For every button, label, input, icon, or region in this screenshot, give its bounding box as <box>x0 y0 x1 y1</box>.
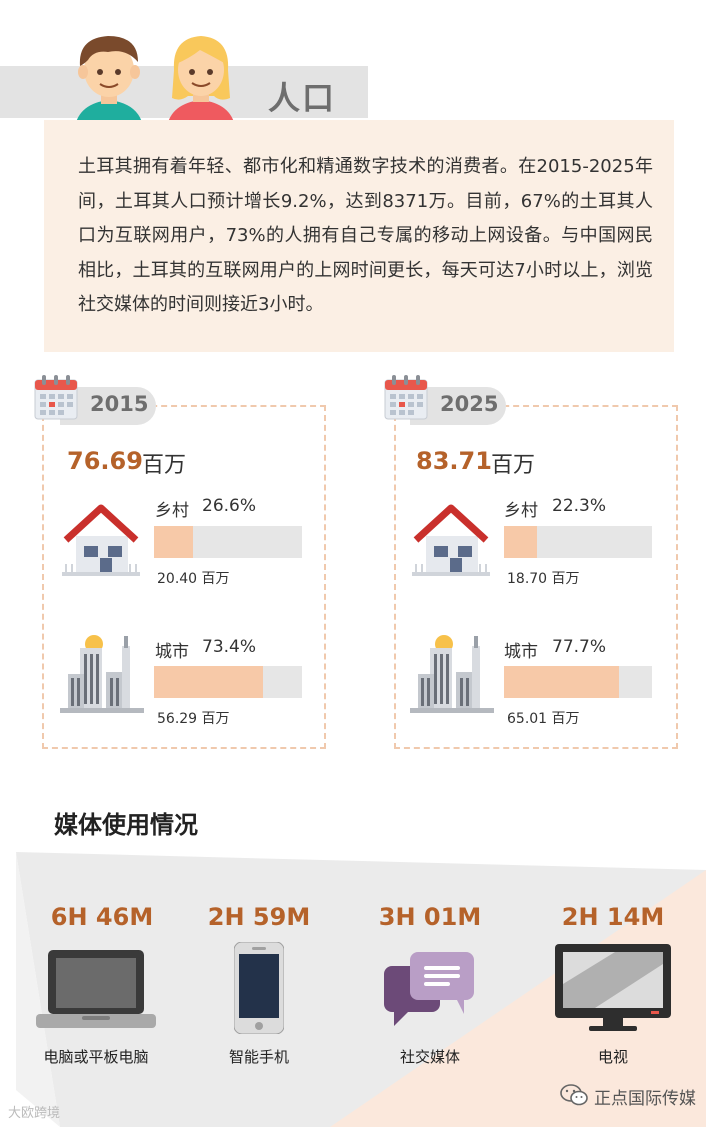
laptop-icon <box>36 950 156 1028</box>
year-label-2025: 2025 <box>440 392 499 416</box>
smartphone-icon <box>234 942 284 1034</box>
media-label-tv: 电视 <box>597 1048 628 1066</box>
rural-bar-fill-2025 <box>504 526 537 558</box>
year-card-2015 <box>42 405 326 749</box>
media-time-tv: 2H 14M <box>561 903 665 931</box>
urban-value-2025: 65.01 百万 <box>507 711 580 727</box>
media-background <box>16 852 706 1127</box>
house-icon <box>62 504 140 576</box>
total-value-2015: 76.69 <box>67 447 143 475</box>
house-icon <box>412 504 490 576</box>
rural-label-2025: 乡村 <box>504 501 538 521</box>
rural-bar-2015 <box>154 526 302 558</box>
urban-bar-2015 <box>154 666 302 698</box>
rural-value-2015: 20.40 百万 <box>157 571 230 587</box>
rural-value-2025: 18.70 百万 <box>507 571 580 587</box>
population-title: 人口 <box>268 79 337 117</box>
tv-icon <box>555 944 671 1031</box>
population-panel: 土耳其拥有着年轻、都市化和精通数字技术的消费者。在2015-2025年间，土耳其… <box>44 120 674 352</box>
wechat-icon <box>560 1084 588 1106</box>
year-card-2025 <box>394 405 678 749</box>
year-label-2015: 2015 <box>90 392 149 416</box>
urban-pct-2015: 73.4% <box>202 637 257 657</box>
media-time-smartphone: 2H 59M <box>207 903 311 931</box>
media-section-title: 媒体使用情况 <box>54 811 198 839</box>
rural-bar-2025 <box>504 526 652 558</box>
media-time-social: 3H 01M <box>378 903 482 931</box>
city-buildings-icon <box>60 635 144 713</box>
footer-watermark-left: 大欧跨境 <box>8 1106 61 1121</box>
media-label-social: 社交媒体 <box>399 1048 460 1066</box>
total-value-2025: 83.71 <box>416 447 492 475</box>
population-description: 土耳其拥有着年轻、都市化和精通数字技术的消费者。在2015-2025年间，土耳其… <box>78 156 653 315</box>
chat-bubbles-icon <box>384 952 474 1026</box>
rural-pct-2025: 22.3% <box>552 496 607 516</box>
urban-bar-fill-2015 <box>154 666 263 698</box>
urban-bar-2025 <box>504 666 652 698</box>
urban-label-2025: 城市 <box>504 642 538 662</box>
footer-source-right: 正点国际传媒 <box>594 1089 696 1109</box>
media-time-computer: 6H 46M <box>50 903 154 931</box>
rural-label-2015: 乡村 <box>155 501 189 521</box>
calendar-icon <box>34 375 78 420</box>
urban-pct-2025: 77.7% <box>552 637 607 657</box>
rural-pct-2015: 26.6% <box>202 496 257 516</box>
urban-label-2015: 城市 <box>155 642 189 662</box>
total-unit-2015: 百万 <box>142 453 187 478</box>
rural-bar-fill-2015 <box>154 526 194 558</box>
city-buildings-icon <box>410 635 494 713</box>
media-label-smartphone: 智能手机 <box>228 1048 289 1066</box>
urban-value-2015: 56.29 百万 <box>157 711 230 727</box>
urban-bar-fill-2025 <box>504 666 619 698</box>
media-label-computer: 电脑或平板电脑 <box>43 1048 149 1066</box>
calendar-icon <box>384 375 428 420</box>
total-unit-2025: 百万 <box>491 453 536 478</box>
